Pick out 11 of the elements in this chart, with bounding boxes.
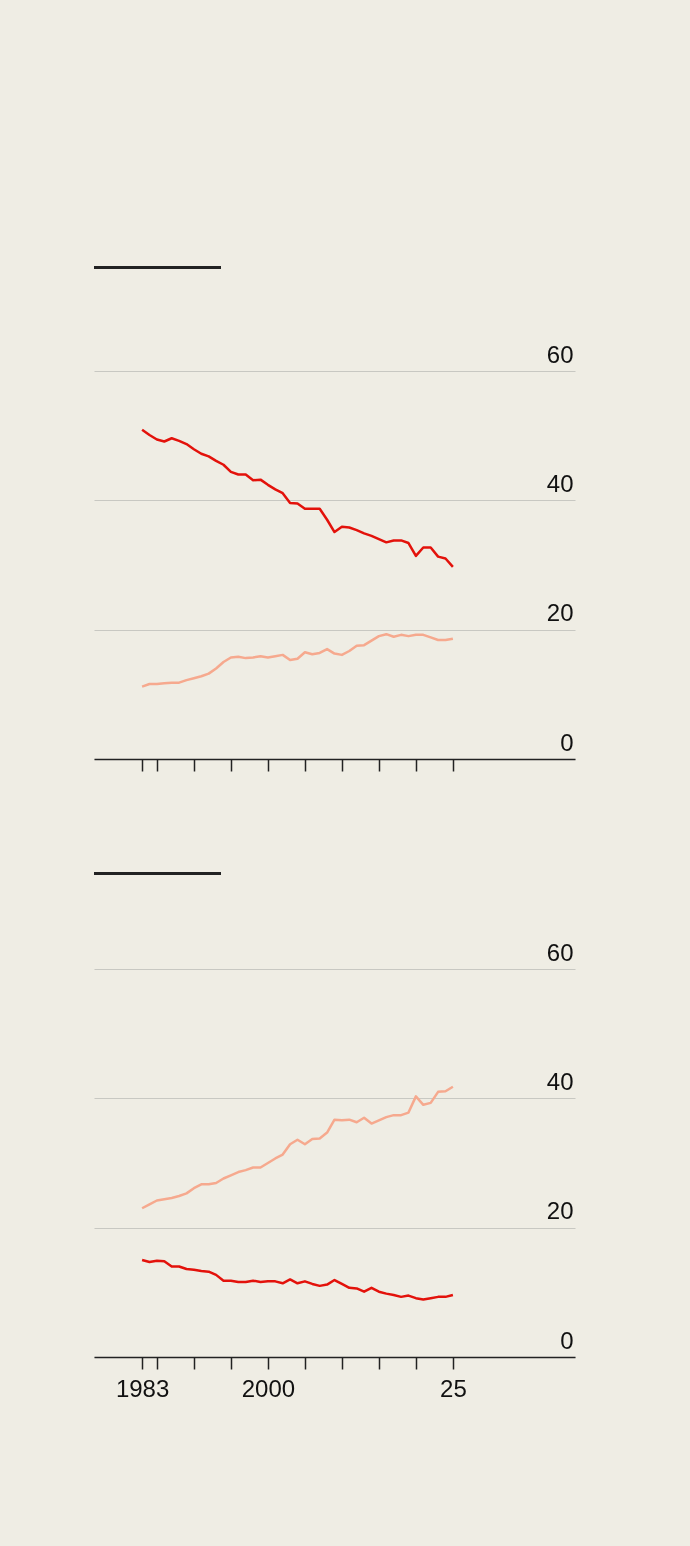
y-tick-label: 40 [546,469,574,497]
y-tick-label: 60 [546,938,574,966]
y-tick-label: 0 [560,728,574,756]
y-tick-label: 20 [546,1197,574,1225]
x-tick-label: 25 [440,1374,467,1402]
y-tick-label: 40 [546,1067,574,1095]
y-tick-label: 60 [546,340,574,368]
y-tick-label: 20 [546,599,574,627]
x-tick-label: 2000 [241,1374,296,1402]
x-tick-label: 1983 [115,1374,170,1402]
y-tick-label: 0 [560,1326,574,1354]
